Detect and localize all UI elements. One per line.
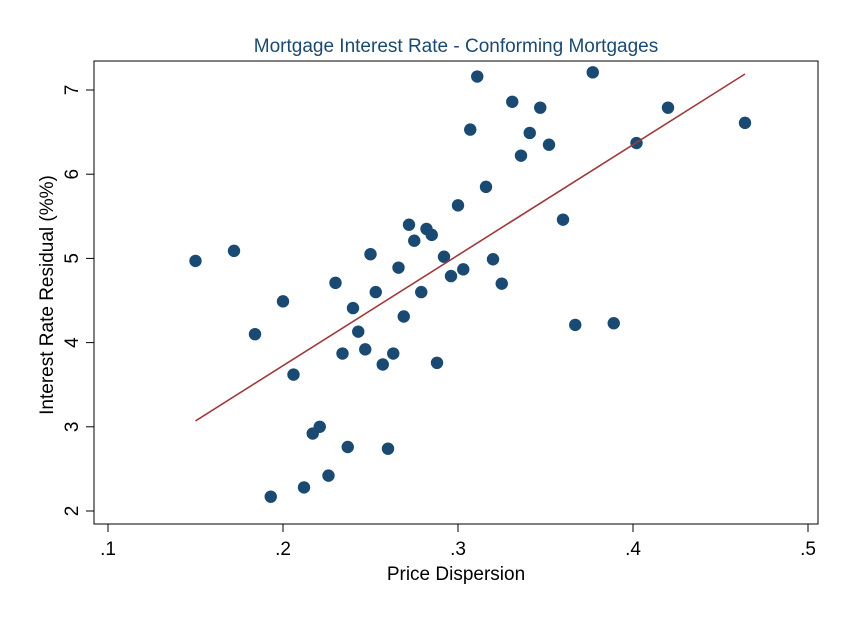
data-point — [313, 420, 326, 433]
y-tick-label: 5 — [62, 253, 83, 264]
x-tick-label: .5 — [800, 539, 816, 560]
chart-title: Mortgage Interest Rate - Conforming Mort… — [254, 36, 658, 57]
data-point — [408, 234, 421, 247]
data-point — [444, 269, 458, 283]
y-axis: 2 3 4 5 6 7 — [62, 85, 94, 517]
y-tick-label: 3 — [62, 422, 83, 433]
data-point — [556, 213, 570, 226]
data-point — [569, 318, 582, 332]
data-point — [329, 276, 342, 290]
x-axis: .1 .2 .3 .4 .5 — [100, 524, 816, 560]
data-point — [397, 310, 410, 323]
data-point — [336, 347, 349, 360]
data-point — [392, 261, 405, 274]
data-point — [387, 347, 400, 360]
data-point — [341, 440, 354, 454]
y-tick-label: 2 — [62, 506, 83, 517]
data-point — [523, 126, 536, 140]
data-point — [506, 95, 519, 108]
data-point — [287, 368, 300, 381]
x-tick-label: .3 — [450, 539, 466, 560]
data-point — [346, 301, 360, 315]
data-point — [471, 70, 484, 83]
data-point — [415, 285, 428, 299]
data-point — [542, 138, 556, 151]
data-point — [264, 490, 277, 503]
data-point — [381, 442, 395, 455]
x-tick-label: .1 — [100, 539, 116, 560]
y-tick-label: 7 — [62, 85, 83, 96]
data-point — [437, 250, 451, 263]
fit-line — [195, 73, 746, 422]
data-point — [189, 254, 202, 268]
data-point — [402, 218, 416, 231]
data-point — [486, 253, 500, 266]
x-tick-label: .4 — [625, 539, 641, 560]
plot-frame — [93, 60, 819, 525]
data-point — [607, 317, 620, 330]
data-point — [661, 101, 675, 114]
data-point — [359, 343, 372, 356]
x-axis-label: Price Dispersion — [387, 564, 525, 585]
data-point — [425, 228, 438, 242]
data-point — [534, 101, 547, 114]
data-point — [376, 358, 389, 371]
data-point — [322, 469, 335, 482]
y-tick-label: 4 — [62, 337, 83, 348]
data-point — [451, 199, 465, 212]
data-point — [495, 277, 508, 290]
data-point — [352, 325, 365, 338]
data-point — [276, 295, 290, 308]
data-point — [248, 327, 262, 341]
data-point — [457, 263, 470, 276]
data-point — [479, 180, 493, 194]
data-point — [430, 356, 444, 370]
y-tick-label: 6 — [62, 169, 83, 180]
data-point — [738, 116, 752, 130]
x-tick-label: .2 — [275, 539, 291, 560]
data-point — [586, 66, 599, 79]
data-point — [369, 285, 382, 299]
data-point — [464, 123, 477, 136]
data-point — [514, 149, 528, 162]
fit-line-group — [195, 73, 746, 422]
y-axis-label: Interest Rate Residual (%%) — [37, 175, 58, 415]
scatter-points — [189, 66, 752, 503]
data-point — [297, 481, 311, 494]
data-point — [364, 247, 377, 261]
data-point — [227, 244, 241, 258]
